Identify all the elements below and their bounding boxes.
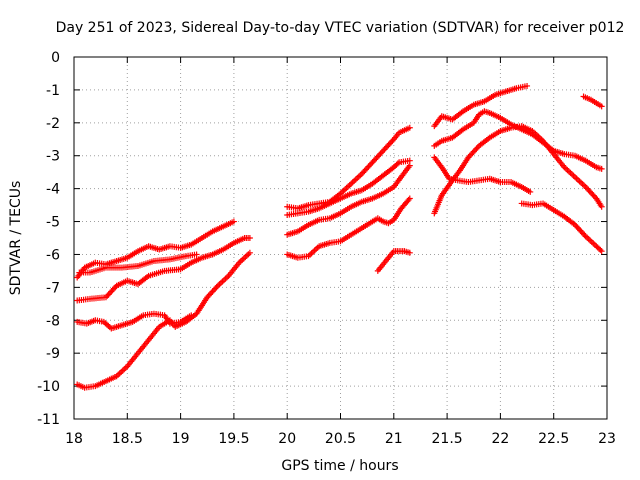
y-tick-label: -2 [46,116,60,132]
series-trace-o [518,200,605,255]
y-tick-label: -3 [46,149,60,165]
grid [74,57,607,419]
y-tick-label: 0 [51,50,60,66]
data-point [406,249,413,256]
series-trace-e [74,249,253,391]
data-point [193,251,200,258]
x-axis: 18 18.5 19 19.5 20 20.5 21 21.5 22 22.5 23 [65,57,616,447]
data-point [246,235,253,241]
series-trace-n [431,123,605,217]
x-tick-label: 21 [385,431,403,447]
series-trace-k [431,82,531,130]
y-tick-label: -10 [37,379,60,395]
plot-frame [73,56,608,420]
data-point [598,165,605,172]
data-point [406,162,413,169]
x-tick-label: 19.5 [218,431,249,447]
y-tick-label: -1 [46,83,60,99]
chart-title: Day 251 of 2023, Sidereal Day-to-day VTE… [56,20,625,36]
y-tick-label: -9 [46,346,60,362]
y-axis-label: SDTVAR / TECUs [8,181,24,296]
y-tick-label: -4 [46,182,60,198]
y-tick-label: -5 [46,215,60,231]
data-point [598,103,605,110]
x-tick-label: 22.5 [538,431,569,447]
series-trace-c [74,235,253,304]
data-point [598,203,605,210]
series-trace-p [580,93,605,110]
data-point [597,246,604,253]
y-tick-label: -8 [46,313,60,329]
data-point [524,82,531,89]
data-point [394,160,401,167]
y-tick-label: -7 [46,280,60,296]
x-tick-label: 23 [598,431,616,447]
x-tick-label: 20.5 [325,431,356,447]
x-tick-label: 18 [65,431,83,447]
series-trace-i [284,195,413,261]
data-point [246,249,253,256]
x-tick-label: 20 [278,431,296,447]
x-tick-label: 18.5 [112,431,143,447]
data-point [406,195,413,202]
series-trace-j [374,248,413,274]
series-trace-g [284,157,413,218]
data-point [527,188,534,195]
x-axis-label: GPS time / hours [281,458,398,474]
x-tick-label: 21.5 [432,431,463,447]
data-points [74,82,605,391]
x-tick-label: 19 [172,431,190,447]
y-tick-label: -6 [46,247,60,263]
y-tick-label: -11 [37,412,60,428]
series-trace-a [74,218,237,281]
series-trace-h [284,162,413,238]
series-trace-b [76,251,200,276]
data-point [230,218,237,225]
data-point [406,124,413,131]
series-trace-m [431,154,534,195]
series-trace-d [74,310,195,332]
data-point [598,248,605,255]
x-tick-label: 22 [491,431,509,447]
